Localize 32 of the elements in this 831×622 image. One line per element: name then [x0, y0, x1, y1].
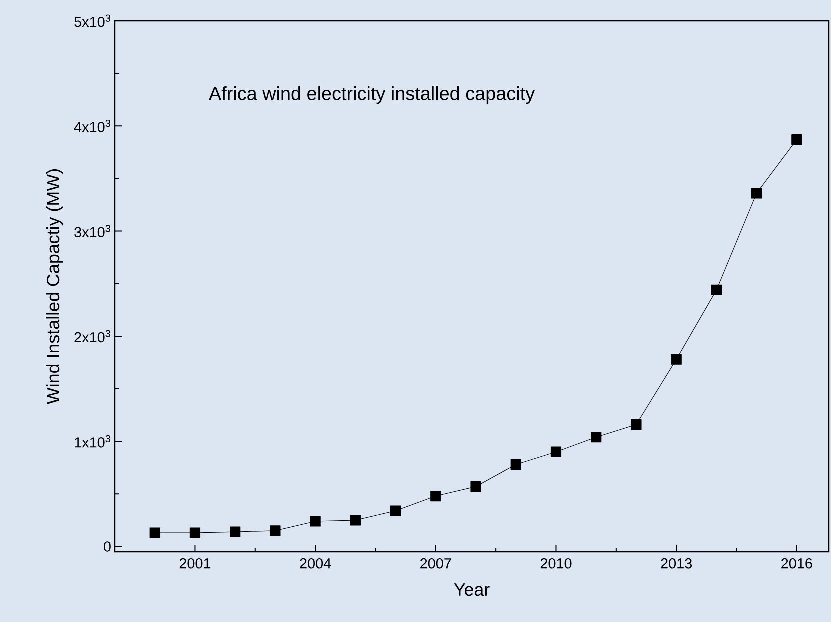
y-tick-label: 0: [104, 542, 111, 552]
point: [631, 419, 642, 430]
point: [792, 134, 802, 146]
point: [752, 188, 762, 199]
x-tick-label: 2010: [540, 558, 572, 569]
point: [711, 284, 722, 296]
y-tick-label: 5x10$^{3}$: [74, 14, 111, 28]
point: [310, 516, 321, 527]
x-tick-label: 2016: [782, 558, 812, 569]
point: [150, 528, 160, 538]
point: [390, 506, 402, 516]
y-tick-label: 3x10$^{3}$: [74, 225, 111, 238]
y-tick-label: 4x10$^{3}$: [74, 120, 111, 132]
point: [190, 528, 201, 538]
point: [430, 490, 442, 502]
annotation: Africa wind electricity installed capacity: [209, 86, 536, 104]
x-axis-title: Year: [454, 584, 490, 596]
point: [510, 459, 522, 470]
point: [671, 354, 682, 365]
point: [230, 526, 241, 538]
point: [350, 515, 361, 526]
y-tick-label: 2x10$^{3}$: [74, 330, 111, 343]
y-tick-label: 1x10$^{3}$: [75, 435, 111, 448]
point: [270, 526, 281, 536]
y-axis-title: Wind Installed Capactiy (MW): [46, 170, 64, 405]
x-tick-label: 2013: [661, 558, 692, 569]
x-tick-label: 2004: [300, 558, 332, 569]
point: [470, 482, 482, 492]
x-tick-label: 2007: [420, 558, 452, 569]
point: [591, 432, 602, 443]
point: [550, 446, 562, 458]
x-tick-label: 2001: [180, 558, 211, 569]
